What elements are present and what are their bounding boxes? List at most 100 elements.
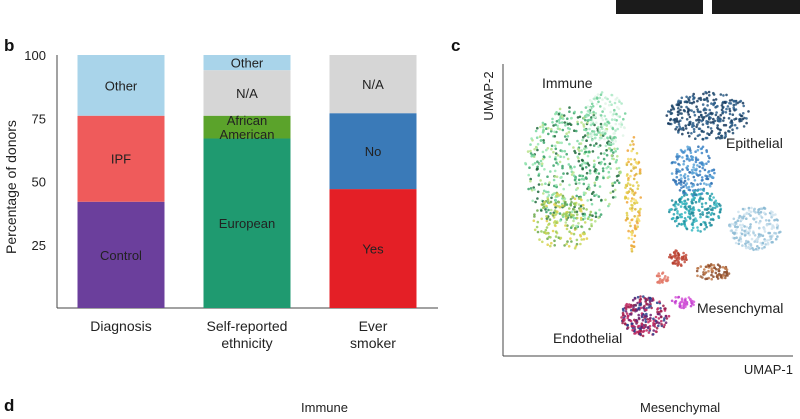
umap-point	[694, 137, 697, 140]
umap-point	[740, 218, 743, 222]
umap-point	[546, 243, 549, 246]
umap-point	[708, 174, 711, 178]
umap-point	[688, 95, 692, 99]
umap-point	[584, 106, 588, 109]
umap-point	[692, 100, 696, 104]
umap-point	[631, 309, 635, 312]
umap-point	[722, 94, 725, 97]
umap-point	[696, 189, 699, 192]
umap-point	[738, 223, 742, 227]
umap-point	[638, 303, 641, 307]
umap-point	[682, 160, 686, 163]
umap-point	[586, 121, 589, 124]
umap-point	[588, 213, 592, 216]
umap-point	[668, 110, 672, 114]
umap-point	[703, 208, 707, 211]
umap-point	[677, 131, 680, 134]
umap-point	[609, 167, 612, 170]
umap-point	[534, 200, 537, 204]
umap-point	[599, 114, 603, 117]
umap-point	[601, 118, 605, 122]
umap-point	[690, 182, 693, 185]
umap-point	[539, 125, 542, 129]
umap-point	[682, 189, 686, 193]
umap-point	[688, 217, 692, 220]
umap-point	[560, 115, 564, 118]
umap-point	[652, 329, 655, 332]
umap-point	[685, 157, 689, 161]
umap-point	[606, 97, 609, 101]
umap-point	[602, 157, 606, 161]
umap-point	[575, 129, 578, 133]
umap-point	[765, 224, 769, 227]
umap-point	[694, 217, 697, 220]
umap-point	[775, 218, 778, 221]
umap-point	[766, 243, 770, 246]
umap-scatter-plot: UMAP-2 UMAP-1 Immune Epithelial Mesenchy…	[481, 64, 793, 377]
umap-point	[588, 134, 591, 138]
umap-point	[722, 123, 726, 127]
umap-point	[667, 314, 671, 318]
umap-point	[600, 136, 603, 140]
umap-point	[629, 224, 632, 228]
umap-point	[593, 163, 596, 167]
umap-point	[744, 242, 747, 246]
umap-point	[769, 237, 773, 241]
umap-point	[621, 314, 625, 317]
umap-point	[600, 116, 604, 120]
umap-point	[536, 148, 539, 152]
umap-point	[602, 107, 606, 110]
umap-point	[738, 214, 742, 218]
umap-point	[705, 162, 708, 165]
umap-point	[632, 193, 636, 196]
umap-point	[623, 112, 627, 115]
umap-point	[723, 101, 727, 104]
umap-point	[553, 209, 557, 212]
umap-point	[591, 130, 594, 133]
umap-point	[578, 181, 581, 185]
umap-point	[546, 147, 550, 150]
umap-point	[585, 237, 589, 240]
umap-point	[645, 302, 648, 306]
umap-point	[748, 233, 751, 237]
umap-point	[582, 135, 585, 139]
y-tick-label: 75	[32, 111, 46, 126]
umap-point	[580, 198, 583, 202]
umap-point	[683, 179, 687, 183]
umap-point	[731, 128, 734, 131]
umap-point	[604, 144, 608, 148]
umap-point	[597, 216, 600, 220]
umap-point	[620, 102, 623, 105]
umap-point	[695, 219, 698, 222]
umap-point	[561, 166, 564, 170]
umap-point	[700, 205, 704, 208]
umap-point	[715, 202, 719, 205]
umap-point	[605, 166, 608, 170]
umap-point	[573, 226, 577, 230]
umap-point	[601, 124, 605, 127]
umap-point	[570, 213, 573, 216]
umap-point	[692, 206, 695, 209]
umap-point	[623, 319, 626, 322]
umap-point	[733, 118, 736, 121]
umap-point	[664, 275, 667, 278]
umap-point	[627, 160, 630, 164]
umap-point	[743, 225, 746, 228]
umap-point	[618, 100, 621, 103]
umap-point	[582, 238, 586, 241]
umap-point	[642, 306, 645, 309]
umap-point	[535, 225, 539, 229]
umap-point	[687, 212, 691, 215]
bar-segment	[329, 55, 417, 114]
umap-point	[588, 106, 592, 110]
umap-point	[590, 138, 594, 142]
umap-point	[705, 215, 708, 218]
umap-point	[529, 187, 533, 190]
umap-point	[614, 129, 617, 132]
umap-point	[531, 199, 534, 203]
umap-point	[676, 113, 680, 117]
umap-point	[606, 120, 610, 124]
umap-point	[609, 191, 612, 195]
umap-point	[759, 219, 762, 223]
umap-point	[689, 149, 692, 152]
